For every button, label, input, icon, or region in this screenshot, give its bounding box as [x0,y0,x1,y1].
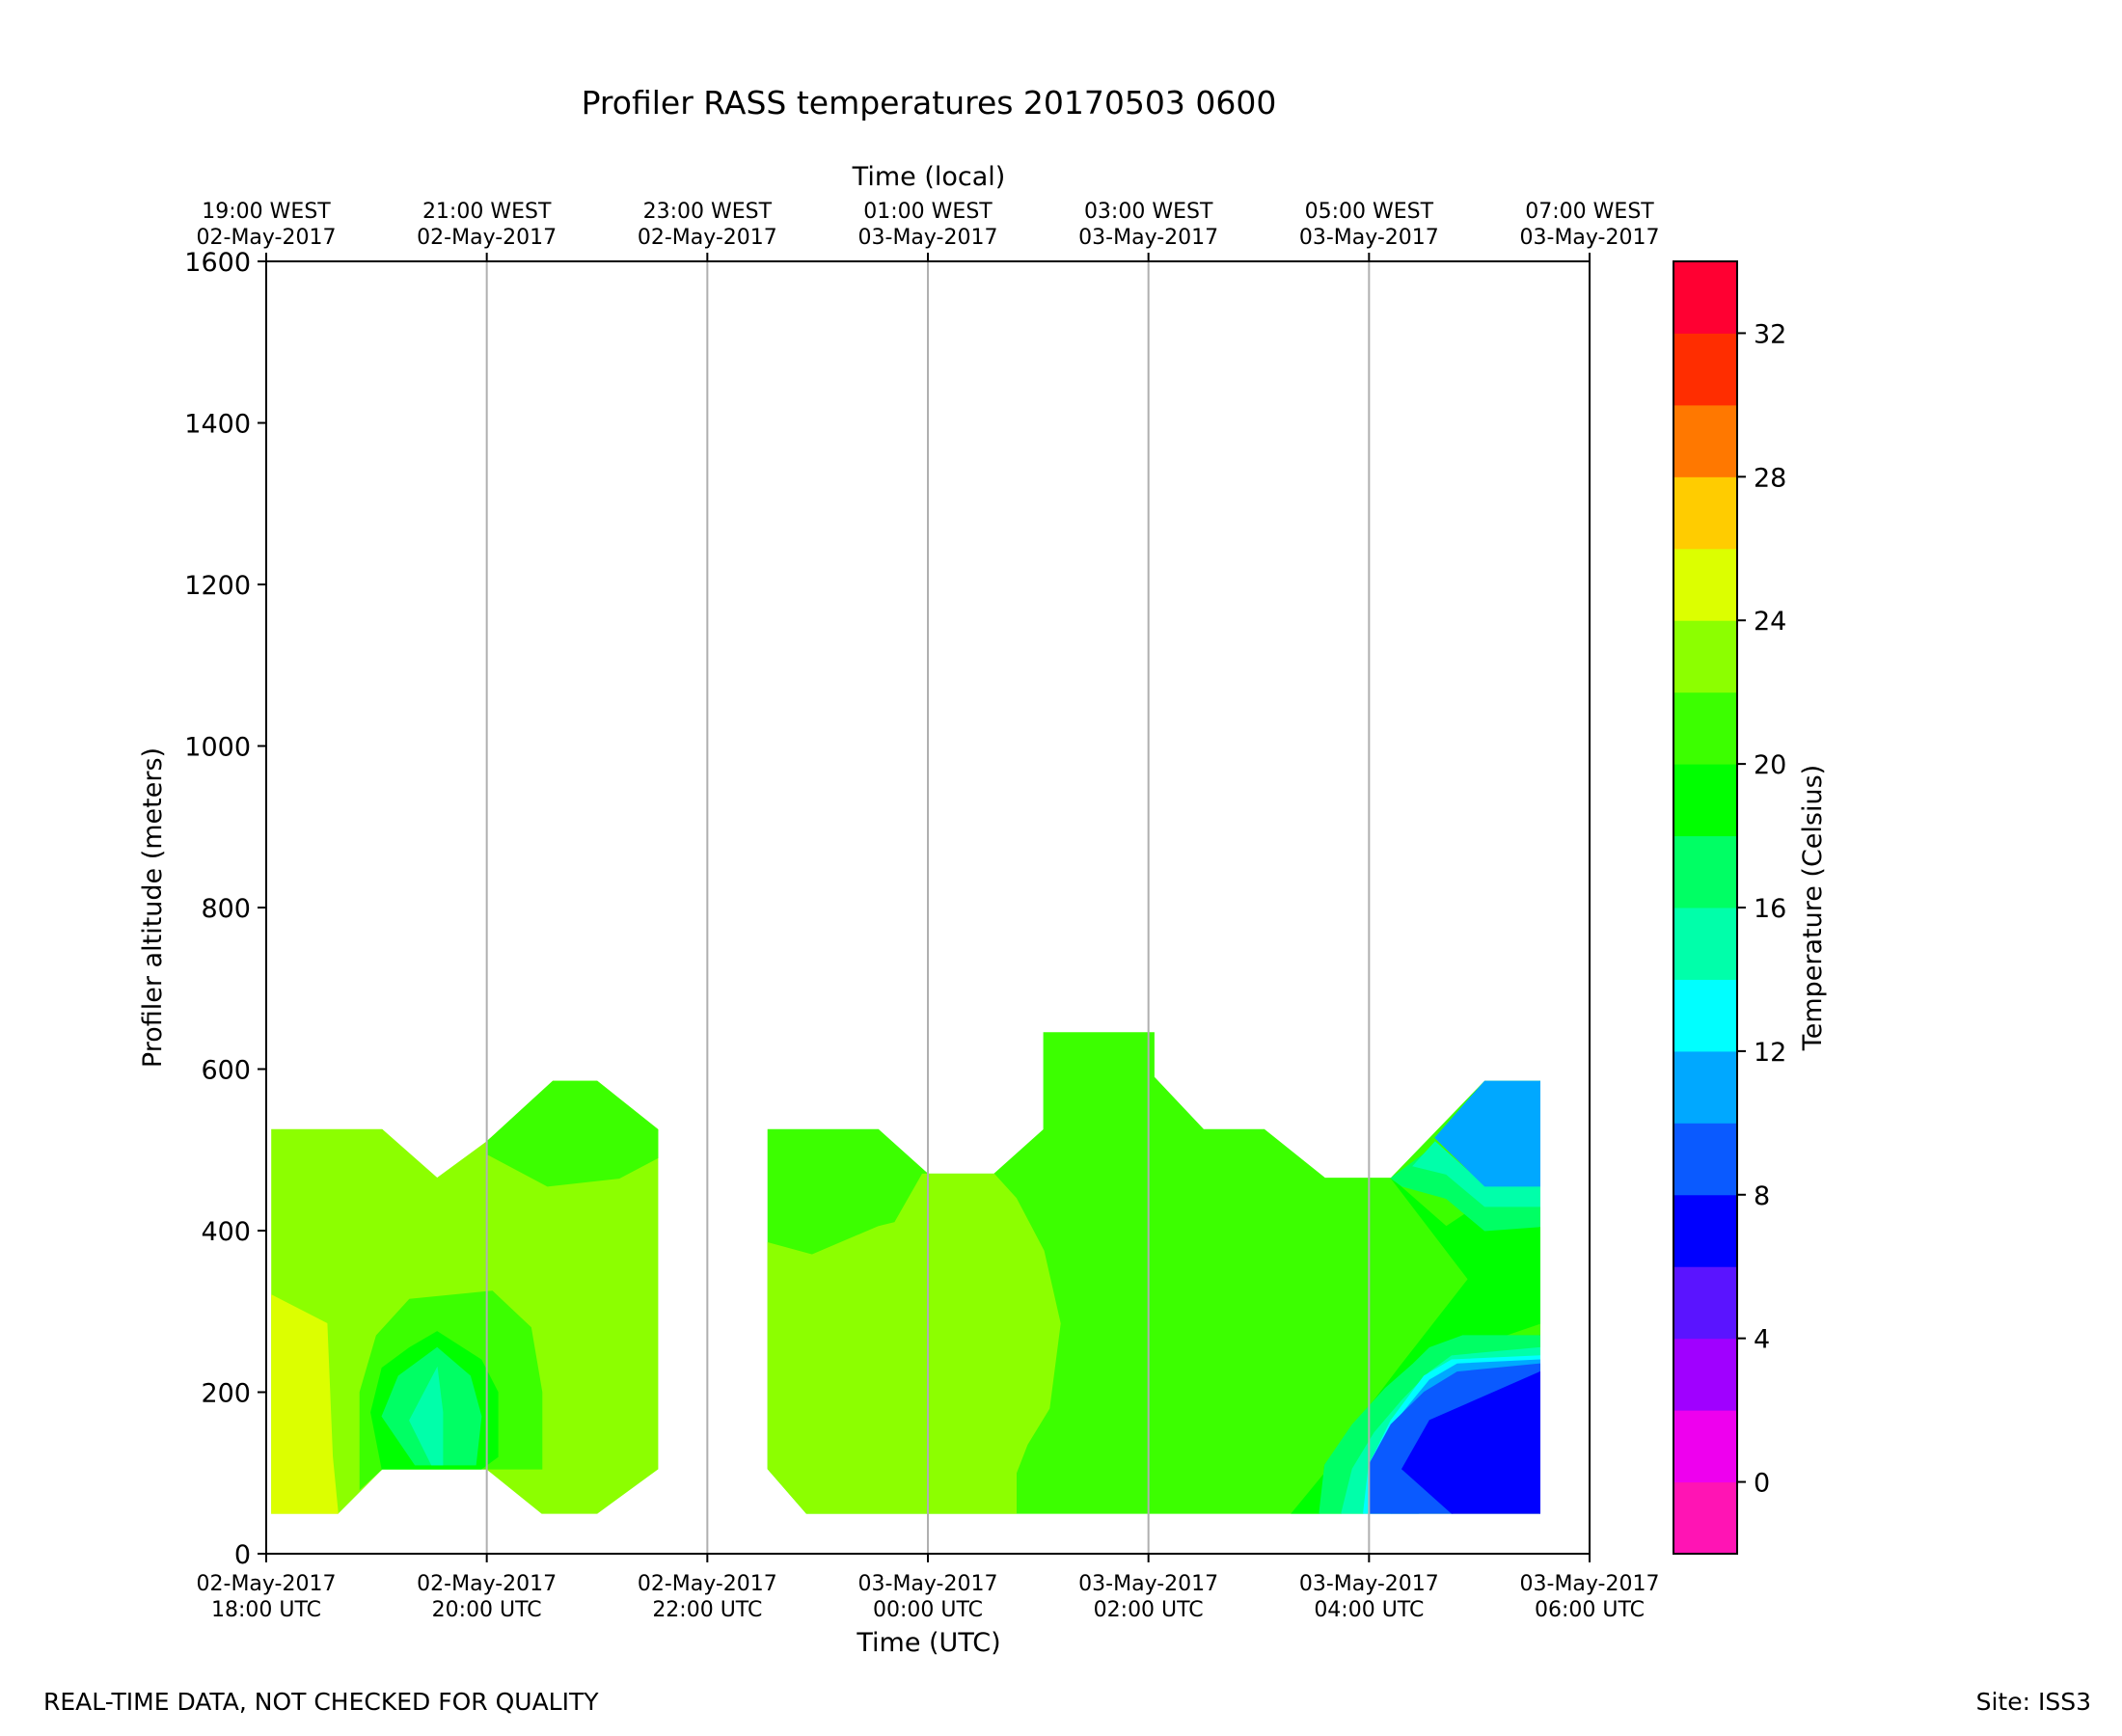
colorbar-tick-label: 24 [1754,607,1786,637]
y-tick-label: 0 [234,1540,251,1570]
colorbar-tick-label: 0 [1754,1469,1770,1499]
x-tick-label-date: 03-May-2017 [1078,1572,1218,1596]
x-tick-label-date: 03-May-2017 [858,1572,998,1596]
colorbar-band [1673,1194,1737,1267]
x-tick-label-time: 02:00 UTC [1094,1598,1204,1622]
colorbar-tick-label: 28 [1754,463,1786,493]
top-tick-label-time: 23:00 WEST [643,200,773,224]
y-tick-label: 1000 [184,733,251,763]
x-tick-label-date: 02-May-2017 [197,1572,337,1596]
contour-region-6-8 [1401,1370,1540,1514]
top-tick-label-date: 03-May-2017 [1078,226,1218,250]
x-tick-label-date: 03-May-2017 [1299,1572,1439,1596]
contour-region-14-16 [1412,1141,1540,1207]
colorbar-band [1673,835,1737,909]
colorbar-band [1673,1481,1737,1555]
y-tick-label: 1200 [184,571,251,601]
x-tick-label-time: 04:00 UTC [1314,1598,1424,1622]
colorbar-tick-label: 8 [1754,1181,1770,1211]
contour-regions [271,1032,1540,1514]
top-tick-label-time: 01:00 WEST [863,200,993,224]
x-tick-label-time: 22:00 UTC [652,1598,762,1622]
y-tick-label: 200 [201,1379,251,1409]
colorbar-band [1673,908,1737,980]
y-axis-label: Profiler altitude (meters) [138,747,168,1068]
contour-region-10-12 [1434,1080,1540,1187]
colorbar-band [1673,333,1737,406]
colorbar-band [1673,404,1737,477]
colorbar-label: Temperature (Celsius) [1798,765,1828,1051]
contour-region-14-16 [409,1366,444,1466]
colorbar-band [1673,1050,1737,1124]
quality-disclaimer: REAL-TIME DATA, NOT CHECKED FOR QUALITY [43,1688,599,1716]
x-tick-label-time: 00:00 UTC [873,1598,983,1622]
y-tick-label: 800 [201,894,251,924]
contour-region-22-24 [767,1173,1061,1514]
colorbar-band [1673,1338,1737,1411]
x-tick-label-date: 03-May-2017 [1520,1572,1660,1596]
top-tick-label-time: 07:00 WEST [1525,200,1654,224]
top-tick-label-time: 19:00 WEST [202,200,331,224]
colorbar-band [1673,979,1737,1052]
colorbar-band [1673,620,1737,693]
y-axis: 0 200 400 600 800 1000 1200 1400 1600 [184,248,266,1570]
colorbar-band [1673,1410,1737,1483]
top-tick-label-date: 03-May-2017 [1299,226,1439,250]
x-tick-label-time: 20:00 UTC [432,1598,542,1622]
top-tick-label-date: 02-May-2017 [638,226,777,250]
top-tick-label-date: 02-May-2017 [417,226,557,250]
top-axis-label: Time (local) [852,162,1006,192]
site-label: Site: ISS3 [1975,1688,2091,1716]
x-axis-label: Time (UTC) [856,1628,1000,1658]
colorbar-tick-label: 32 [1754,319,1786,349]
y-tick-label: 1600 [184,248,251,278]
chart-title: Profiler RASS temperatures 20170503 0600 [582,84,1277,122]
top-tick-label-time: 05:00 WEST [1305,200,1434,224]
top-tick-label-date: 03-May-2017 [858,226,998,250]
colorbar-band [1673,476,1737,550]
colorbar: 0 4 8 12 16 20 24 28 32 [1673,260,1786,1555]
top-tick-label-time: 03:00 WEST [1084,200,1213,224]
colorbar-tick-label: 4 [1754,1325,1770,1355]
colorbar-tick-label: 20 [1754,750,1786,780]
x-tick-label-date: 02-May-2017 [638,1572,777,1596]
colorbar-band [1673,261,1737,334]
colorbar-tick-label: 16 [1754,894,1786,924]
x-tick-label-time: 18:00 UTC [211,1598,321,1622]
y-tick-label: 600 [201,1056,251,1086]
contour-region-20-22 [486,1080,659,1187]
y-tick-label: 400 [201,1217,251,1247]
colorbar-tick-label: 12 [1754,1038,1786,1068]
x-tick-label-time: 06:00 UTC [1535,1598,1645,1622]
contour-region-24-26 [271,1294,339,1514]
x-tick-label-date: 02-May-2017 [417,1572,557,1596]
colorbar-band [1673,1266,1737,1340]
grid-lines [485,261,1371,1554]
y-tick-label: 1400 [184,410,251,440]
top-tick-label-date: 03-May-2017 [1520,226,1660,250]
colorbar-band [1673,692,1737,765]
colorbar-band [1673,548,1737,621]
colorbar-band [1673,764,1737,837]
top-tick-label-date: 02-May-2017 [197,226,337,250]
colorbar-band [1673,1123,1737,1196]
top-tick-label-time: 21:00 WEST [422,200,552,224]
